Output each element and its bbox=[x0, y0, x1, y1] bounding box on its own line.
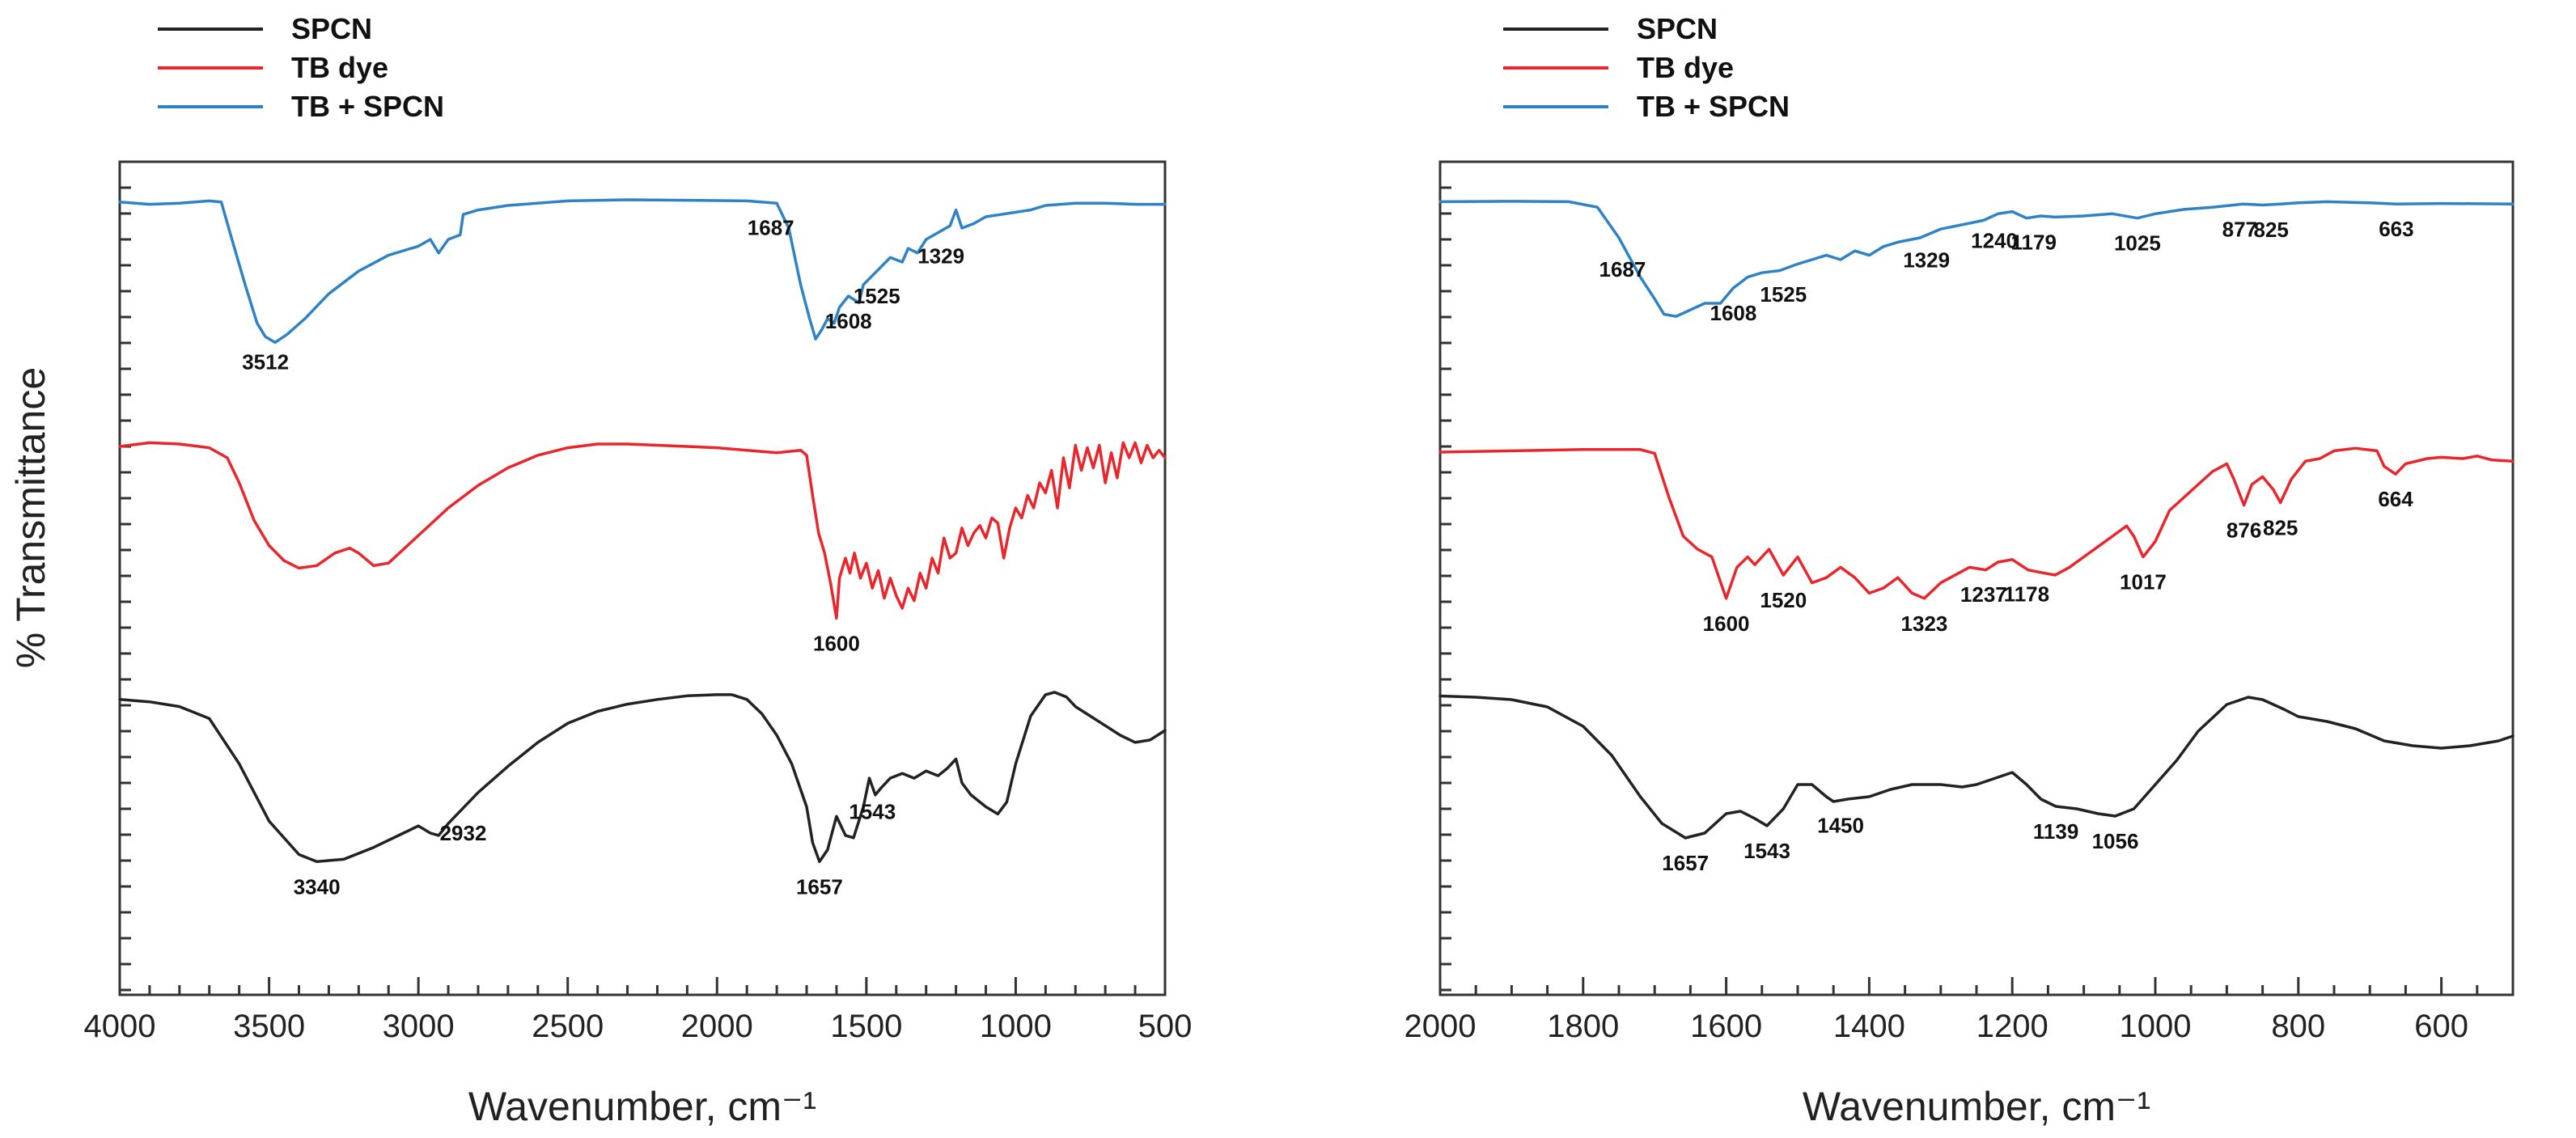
x-tick-label: 1000 bbox=[980, 1009, 1052, 1044]
plot-frame bbox=[1438, 160, 2515, 996]
legend-label-tb-dye: TB dye bbox=[1637, 51, 1734, 84]
x-tick-label: 600 bbox=[2414, 1009, 2468, 1044]
peak-label: 1017 bbox=[2120, 570, 2167, 594]
x-tick-label: 2500 bbox=[532, 1009, 604, 1044]
peak-label: 1323 bbox=[1901, 611, 1948, 636]
x-axis-label: Wavenumber, cm⁻¹ bbox=[468, 1084, 816, 1129]
legend-label-tb-spcn: TB + SPCN bbox=[1637, 90, 1790, 123]
series-line-tb-dye bbox=[1438, 446, 2515, 600]
legend-label-tb-dye: TB dye bbox=[291, 51, 388, 84]
x-tick-label: 3500 bbox=[233, 1009, 305, 1044]
peak-label: 825 bbox=[2254, 218, 2289, 242]
x-tick-label: 1600 bbox=[1690, 1009, 1762, 1044]
peak-label: 876 bbox=[2226, 518, 2261, 543]
x-tick-label: 1000 bbox=[2120, 1009, 2192, 1044]
series-line-tb-spcn bbox=[118, 198, 1167, 345]
left-panel: SPCN TB dye TB + SPCN 4000 3500 3000 2500 2000 1… bbox=[84, 12, 1193, 1129]
x-tick-label: 1800 bbox=[1547, 1009, 1619, 1044]
x-tick-label: 1500 bbox=[830, 1009, 902, 1044]
peak-label: 1450 bbox=[1817, 814, 1864, 838]
x-tick-label: 800 bbox=[2271, 1009, 2325, 1044]
peak-label: 1657 bbox=[1662, 851, 1709, 875]
legend-label-tb-spcn: TB + SPCN bbox=[291, 90, 444, 123]
peak-label: 1178 bbox=[2004, 582, 2049, 606]
peak-label: 1687 bbox=[748, 216, 794, 240]
x-tick-label: 500 bbox=[1138, 1009, 1193, 1044]
peak-label: 2932 bbox=[440, 821, 487, 845]
legend-label-spcn: SPCN bbox=[291, 12, 372, 45]
y-axis-label: % Transmittance bbox=[8, 367, 53, 668]
plot-frame bbox=[118, 160, 1167, 996]
peak-label: 825 bbox=[2263, 515, 2298, 539]
series-line-spcn bbox=[1438, 694, 2515, 840]
peak-label: 664 bbox=[2378, 487, 2413, 511]
x-tick-label: 1200 bbox=[1976, 1009, 2049, 1044]
peak-label: 1237 bbox=[1960, 582, 2007, 607]
x-tick-label: 2000 bbox=[1405, 1009, 1477, 1044]
peak-label: 877 bbox=[2222, 218, 2257, 242]
x-tick-label: 2000 bbox=[681, 1009, 753, 1044]
peak-label: 1525 bbox=[854, 284, 900, 308]
peak-label: 1179 bbox=[2011, 230, 2057, 254]
peak-label: 1056 bbox=[2092, 829, 2139, 853]
peak-label: 1139 bbox=[2033, 819, 2078, 844]
peak-label: 663 bbox=[2379, 217, 2413, 241]
peak-label: 1600 bbox=[1703, 611, 1750, 636]
peak-label: 1240 bbox=[1971, 228, 2018, 252]
peak-label: 1608 bbox=[1710, 301, 1757, 325]
x-tick-label: 4000 bbox=[84, 1009, 156, 1044]
peak-label: 1657 bbox=[796, 874, 843, 899]
x-tick-label: 3000 bbox=[383, 1009, 455, 1044]
peak-label: 1520 bbox=[1760, 588, 1807, 612]
peak-label: 1329 bbox=[917, 244, 964, 269]
peak-label: 1025 bbox=[2114, 231, 2161, 256]
peak-label: 1543 bbox=[1743, 839, 1790, 863]
series-line-tb-spcn bbox=[1438, 200, 2515, 318]
peak-label: 1608 bbox=[825, 309, 872, 333]
right-panel: SPCN TB dye TB + SPCN 2000 1800 1600 1400 1200 1… bbox=[1405, 12, 2515, 1129]
x-tick-label: 1400 bbox=[1833, 1009, 1905, 1044]
series-line-tb-dye bbox=[118, 441, 1167, 620]
peak-label: 3512 bbox=[242, 349, 289, 374]
x-axis-label: Wavenumber, cm⁻¹ bbox=[1803, 1084, 2150, 1129]
peak-label: 1525 bbox=[1760, 282, 1807, 307]
peak-label: 1600 bbox=[813, 631, 860, 655]
peak-label: 3340 bbox=[294, 874, 341, 899]
peak-label: 1329 bbox=[1903, 248, 1950, 273]
peak-label: 1543 bbox=[849, 799, 896, 823]
series-line-spcn bbox=[118, 691, 1167, 864]
peak-label: 1687 bbox=[1599, 257, 1646, 281]
legend-label-spcn: SPCN bbox=[1637, 12, 1718, 45]
